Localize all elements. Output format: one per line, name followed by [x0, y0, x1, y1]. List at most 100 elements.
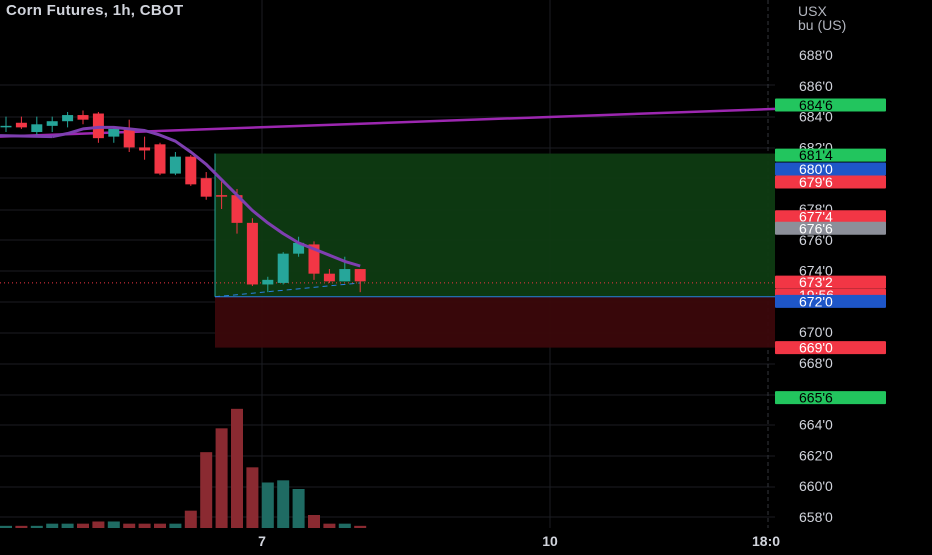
volume-bar — [15, 525, 28, 528]
volume-bar — [0, 525, 12, 528]
volume-bar — [323, 523, 336, 528]
candle-body — [277, 253, 289, 283]
y-tick-label: 676'0 — [799, 232, 833, 248]
price-label-text: 684'6 — [799, 97, 833, 113]
candle — [123, 119, 135, 153]
candles — [0, 110, 366, 293]
candle — [169, 152, 181, 176]
candle-body — [246, 222, 258, 285]
price-label-text: 677'4 — [799, 209, 833, 225]
price-label-text: 679'6 — [799, 174, 833, 190]
price-label: 673'2 — [775, 274, 886, 290]
volume-bar — [246, 467, 259, 528]
y-tick-label: 674'0 — [799, 263, 833, 279]
candle-body — [46, 121, 58, 126]
volume-bar — [61, 523, 74, 528]
unit-label-line2: bu (US) — [798, 17, 847, 33]
y-tick-label: 664'0 — [799, 417, 833, 433]
price-label-text: 673'2 — [799, 274, 833, 290]
price-label: 677'4 — [775, 209, 886, 225]
volume-bar — [354, 525, 367, 528]
candle-body — [62, 115, 74, 122]
volume-bar — [277, 480, 290, 528]
candle — [154, 142, 166, 176]
price-label: 684'6 — [775, 97, 886, 113]
y-tick-label: 684'0 — [799, 109, 833, 125]
moving-average-line — [51, 125, 361, 268]
candle-body — [308, 244, 320, 274]
volume-bar — [292, 489, 305, 528]
candle — [31, 116, 43, 136]
y-tick-label: 686'0 — [799, 78, 833, 94]
price-label: 676'6 — [775, 220, 886, 236]
price-label-bg — [775, 341, 886, 355]
price-label: 679'6 — [775, 174, 886, 190]
volume-bar — [92, 521, 105, 528]
chart-title: Corn Futures, 1h, CBOT — [6, 2, 184, 19]
candle-body — [323, 273, 335, 282]
volume-bar — [30, 525, 43, 528]
candle — [216, 181, 228, 209]
volume-bar — [107, 521, 120, 528]
volume-bar — [46, 523, 59, 528]
x-tick-label: 10 — [542, 533, 558, 549]
target-zone — [215, 153, 775, 297]
candle — [15, 116, 27, 129]
volume-bar — [215, 428, 228, 528]
price-label: 672'0 — [775, 293, 886, 309]
candle-body — [169, 156, 181, 174]
price-label-bg — [775, 98, 886, 112]
candle-body — [123, 128, 135, 148]
candle — [108, 127, 120, 143]
price-label-text: 681'4 — [799, 147, 833, 163]
price-label-bg — [775, 210, 886, 224]
candle-body — [0, 125, 12, 128]
price-label-bg — [775, 275, 886, 289]
candle-body — [77, 115, 89, 120]
volume-bar — [308, 515, 320, 528]
y-tick-label: 670'0 — [799, 324, 833, 340]
price-label-text: 676'6 — [799, 220, 833, 236]
volume-bar — [123, 523, 136, 528]
price-label-text: 672'0 — [799, 293, 833, 309]
volume-bar — [77, 523, 89, 528]
price-label: 669'0 — [775, 340, 886, 356]
volume-bar — [261, 482, 274, 528]
candle-body — [354, 269, 366, 282]
price-label-bg — [775, 391, 886, 405]
candle — [139, 136, 151, 160]
candle — [0, 116, 12, 132]
y-tick-label: 660'0 — [799, 478, 833, 494]
candle-body — [262, 279, 274, 285]
volume-bars — [0, 408, 367, 528]
candle — [200, 172, 212, 200]
candle-body — [154, 144, 166, 174]
price-label-bg — [775, 221, 886, 235]
price-label: 680'0 — [775, 161, 886, 177]
candle-body — [200, 178, 212, 197]
candle-body — [139, 147, 151, 151]
price-labels: 684'6681'4680'0679'6677'4676'6673'219:56… — [775, 97, 886, 406]
candle — [354, 269, 366, 293]
position-dash — [214, 282, 361, 298]
candle — [323, 269, 335, 283]
y-tick-label: 668'0 — [799, 355, 833, 371]
candle — [46, 116, 58, 132]
price-label-bg — [775, 175, 886, 189]
volume-bar — [184, 510, 197, 528]
price-label-bg — [775, 294, 886, 308]
x-tick-label: 7 — [258, 533, 266, 549]
price-label-bg — [775, 162, 886, 176]
candle-body — [293, 242, 305, 254]
stop-zone — [215, 296, 775, 348]
candle — [262, 276, 274, 293]
price-label-bg — [775, 148, 886, 162]
candle-body — [31, 124, 43, 132]
price-label: 681'4 — [775, 147, 886, 163]
volume-bar — [338, 523, 351, 528]
candle — [246, 218, 258, 286]
volume-bar — [200, 452, 213, 528]
volume-bar — [154, 523, 166, 528]
